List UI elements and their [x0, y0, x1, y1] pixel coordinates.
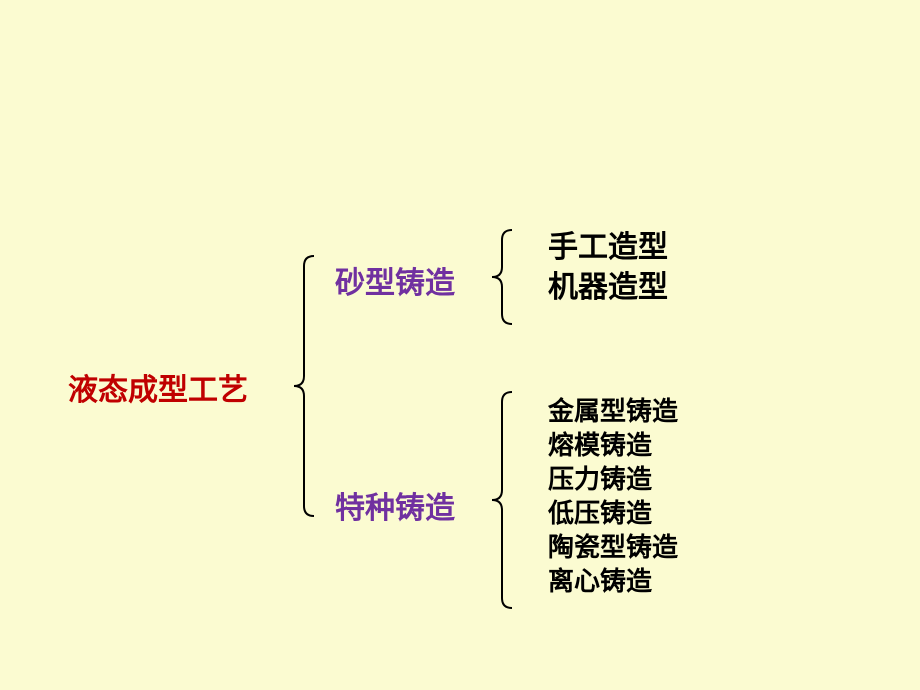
root-label: 液态成型工艺: [68, 365, 248, 409]
leaf-item: 低压铸造: [548, 497, 678, 531]
leaf-item: 金属型铸造: [548, 395, 678, 429]
branch-label-special-casting: 特种铸造: [335, 483, 455, 527]
leaf-item: 机器造型: [548, 268, 668, 308]
leaf-item: 压力铸造: [548, 463, 678, 497]
branch-label-sand-casting: 砂型铸造: [335, 258, 455, 302]
leaf-item: 熔模铸造: [548, 429, 678, 463]
leaf-group-special-casting: 金属型铸造熔模铸造压力铸造低压铸造陶瓷型铸造离心铸造: [548, 395, 678, 599]
leaf-group-sand-casting: 手工造型机器造型: [548, 228, 668, 308]
leaf-item: 手工造型: [548, 228, 668, 268]
brace-branch-2: [490, 392, 512, 608]
brace-branch-1: [490, 230, 512, 324]
leaf-item: 离心铸造: [548, 565, 678, 599]
brace-main: [284, 256, 314, 516]
leaf-item: 陶瓷型铸造: [548, 531, 678, 565]
